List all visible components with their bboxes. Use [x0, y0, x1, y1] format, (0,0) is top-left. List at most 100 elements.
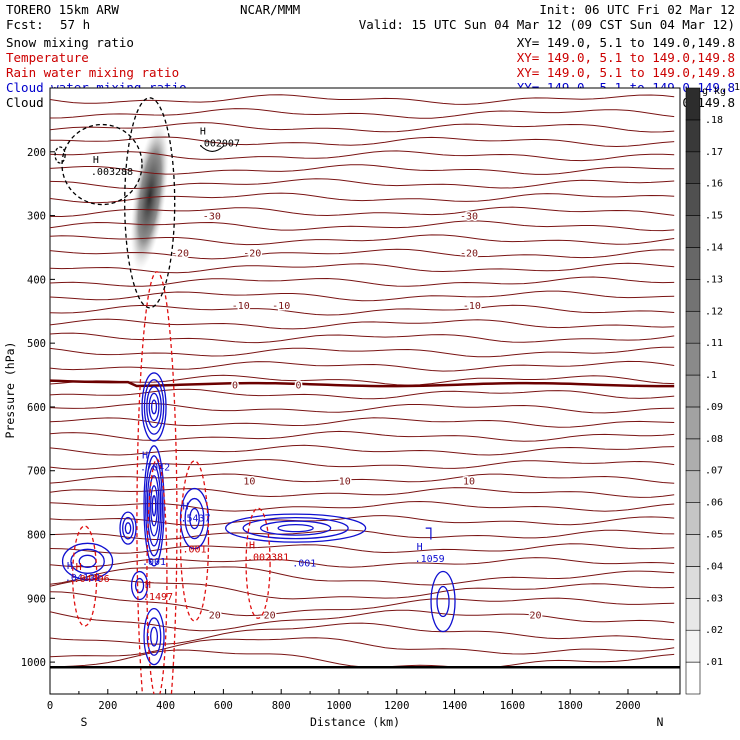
cloud-water-contour: [146, 465, 162, 547]
isotherm-line: [50, 444, 675, 456]
isotherm-line: [50, 276, 675, 287]
rain-water-contour: [179, 460, 210, 622]
colorbar-tick-label: .15: [705, 211, 723, 222]
y-tick-label: 900: [27, 593, 46, 605]
cloud-water-contour: [259, 520, 332, 536]
colorbar-swatch: [685, 661, 701, 695]
colorbar-tick-label: .05: [705, 530, 723, 541]
legend-field-name: Rain water mixing ratio: [6, 65, 179, 80]
isotherm-label: 0: [232, 381, 238, 392]
colorbar-swatch: [685, 215, 701, 248]
colorbar-swatch: [685, 374, 701, 408]
contour-value-label: .001: [292, 558, 316, 569]
cloud-water-contour: [130, 570, 149, 601]
isotherm-line: [50, 346, 675, 358]
colorbar-tick-label: .01: [705, 657, 723, 668]
contour-value-label: .001: [142, 557, 166, 568]
cloud-water-contour: [119, 511, 137, 545]
isotherm-line: [50, 591, 675, 617]
y-tick-label: 200: [27, 147, 46, 159]
y-tick-label: 700: [27, 466, 46, 478]
fcst-value: 57 h: [60, 17, 90, 32]
colorbar-swatch: [685, 502, 701, 535]
colorbar-unit: g kg: [702, 86, 726, 97]
isotherm-label: -10: [232, 301, 250, 312]
snow-contour: [124, 97, 176, 309]
x-tick-label: 1400: [442, 700, 467, 712]
maximum-value-label: .04496: [74, 574, 110, 585]
x-tick-label: 1600: [500, 700, 525, 712]
colorbar-swatch: [685, 342, 701, 376]
snow-shading: [130, 122, 169, 271]
isotherm-line: [50, 543, 675, 554]
snow-contour: [54, 146, 66, 164]
colorbar-tick-label: .18: [705, 115, 723, 126]
colorbar-tick-label: .12: [705, 306, 723, 317]
colorbar-swatch: [685, 598, 701, 631]
colorbar-swatch: [685, 470, 701, 503]
maximum-marker: H: [142, 451, 148, 462]
isotherm-line: [50, 164, 675, 175]
colorbar-swatch: [685, 247, 701, 280]
colorbar-swatch: [685, 406, 701, 440]
legend-field-range: XY= 149.0, 5.1 to 149.0,149.8: [517, 65, 735, 80]
isotherm-line: [50, 332, 675, 344]
cloud-water-contour: [70, 548, 105, 574]
cloud-water-contour: [146, 385, 162, 428]
isotherm-line: [50, 374, 675, 386]
maximum-value-label: .1059: [415, 554, 445, 565]
cloud-water-contour: [145, 455, 164, 557]
isotherm-line: [50, 417, 675, 428]
colorbar-tick-label: .09: [705, 402, 723, 413]
rain-water-contour: [136, 271, 178, 694]
y-tick-label: 500: [27, 338, 46, 350]
y-axis-label: Pressure (hPa): [3, 342, 17, 439]
colorbar-tick-label: .13: [705, 274, 723, 285]
isotherm-line: [50, 94, 675, 105]
maximum-marker: H: [249, 540, 255, 551]
cloud-water-contour: [134, 577, 145, 594]
north-end-label: N: [657, 715, 664, 729]
isotherm-line: [50, 122, 675, 133]
colorbar-swatch: [685, 438, 701, 472]
cloud-water-contour: [148, 392, 160, 422]
isotherm-label: 10: [243, 476, 255, 487]
colorbar-tick-label: .07: [705, 466, 723, 477]
colorbar-swatch: [685, 629, 701, 663]
isotherm-line: [50, 515, 675, 526]
isotherm-label: -20: [460, 249, 478, 260]
legend-field-name: Temperature: [6, 50, 89, 65]
cloud-water-contour: [143, 445, 165, 567]
colorbar-tick-label: .16: [705, 179, 723, 190]
isotherm-label: 20: [264, 610, 276, 621]
isotherm-line: [50, 206, 675, 218]
colorbar-tick-label: .14: [705, 242, 723, 253]
isotherm-line: [50, 192, 675, 204]
isotherm-line: [50, 220, 675, 232]
maximum-marker: H: [182, 502, 188, 513]
colorbar-swatch: [685, 310, 701, 344]
rain-water-contour: [72, 525, 98, 627]
isotherm-line: [50, 487, 675, 498]
colorbar-swatch: [685, 87, 701, 121]
isotherm-line: [50, 290, 675, 302]
model-title: TORERO 15km ARW: [6, 2, 119, 17]
fcst-label: Fcst:: [6, 17, 44, 32]
isotherm-line: [50, 578, 675, 600]
colorbar-tick-label: .06: [705, 498, 723, 509]
y-tick-label: 600: [27, 402, 46, 414]
isotherm-line: [50, 262, 675, 274]
isotherm-line: [50, 622, 675, 645]
legend-field-range: XY= 149.0, 5.1 to 149.0,149.8: [517, 50, 735, 65]
maximum-value-label: .1497: [143, 592, 173, 603]
isotherm-line: [50, 609, 675, 632]
x-tick-label: 1000: [326, 700, 351, 712]
y-axis: 200 300 400 500 600 700 800 900 1000: [21, 147, 55, 669]
maximum-value-label: .003288: [91, 167, 133, 178]
colorbar-swatch: [685, 183, 701, 216]
maximum-marker: H: [145, 580, 151, 591]
x-tick-label: 400: [156, 700, 175, 712]
x-tick-label: 2000: [615, 700, 640, 712]
isotherm-line: [50, 637, 675, 658]
y-tick-label: 1000: [21, 657, 46, 669]
